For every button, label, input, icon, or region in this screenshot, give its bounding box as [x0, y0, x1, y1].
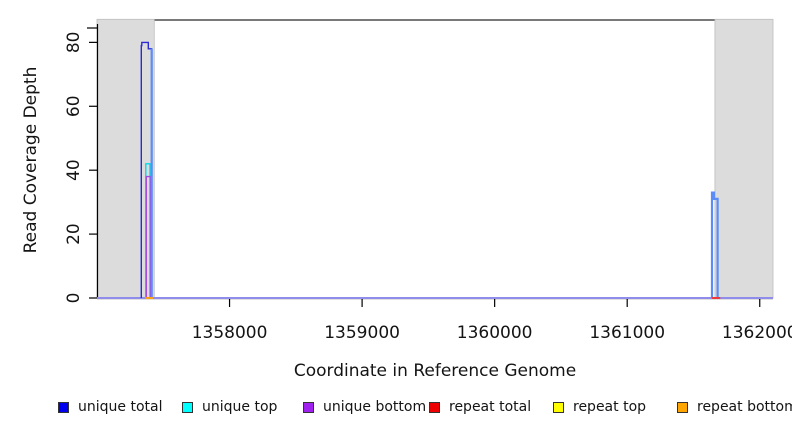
x-tick-label: 1360000: [457, 323, 533, 343]
legend-swatch-icon: [429, 401, 440, 413]
legend-swatch-icon: [677, 401, 688, 413]
legend-label: repeat bottom: [697, 399, 792, 415]
coverage-right-peak: [710, 191, 719, 298]
legend-label: unique top: [202, 399, 278, 415]
masked-region-right: [714, 18, 774, 299]
x-tick-label: 1359000: [324, 323, 400, 343]
y-tick-label: 0: [64, 293, 84, 304]
legend-label: unique total: [78, 399, 163, 415]
x-axis-title: Coordinate in Reference Genome: [293, 361, 577, 381]
x-tick-label: 1361000: [589, 323, 665, 343]
legend-item-unique-bottom: unique bottom: [303, 399, 426, 415]
legend-item-repeat-total: repeat total: [429, 399, 531, 415]
y-tick-label: 80: [64, 32, 84, 54]
y-tick-label: 20: [64, 223, 84, 245]
legend-item-unique-top: unique top: [182, 399, 277, 415]
x-tick-label: 1358000: [192, 323, 268, 343]
legend-swatch-icon: [182, 401, 193, 413]
unique-bottom-left-peak: [145, 175, 152, 298]
y-tick-label: 60: [64, 95, 84, 117]
x-tick-label: 1362000: [722, 323, 792, 343]
legend-label: unique bottom: [323, 399, 427, 415]
legend-swatch-icon: [553, 401, 564, 413]
legend-item-repeat-top: repeat top: [553, 399, 646, 415]
legend-label: repeat top: [573, 399, 647, 415]
legend-item-repeat-bottom: repeat bottom: [677, 399, 792, 415]
legend-item-unique-total: unique total: [58, 399, 162, 415]
legend-label: repeat total: [449, 399, 532, 415]
y-axis-title: Read Coverage Depth: [21, 66, 41, 254]
legend-swatch-icon: [303, 401, 314, 413]
legend-swatch-icon: [58, 401, 69, 413]
y-tick-label: 40: [64, 159, 84, 181]
